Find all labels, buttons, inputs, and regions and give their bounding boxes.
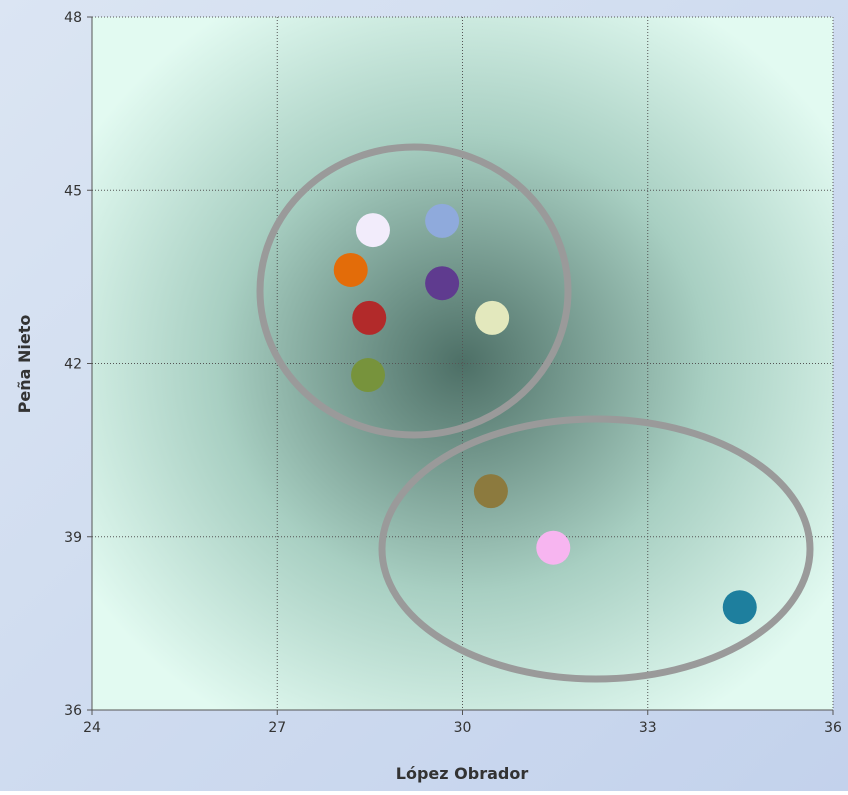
x-tick-label: 30 — [454, 720, 472, 736]
point — [351, 358, 386, 393]
annotation-ellipse — [256, 143, 572, 439]
y-axis-label: Peña Nieto — [15, 315, 34, 414]
y-tick-label: 36 — [64, 703, 82, 719]
y-tick-label: 45 — [64, 183, 82, 199]
y-tick-label: 39 — [64, 530, 82, 546]
point — [722, 590, 757, 625]
point — [425, 266, 460, 301]
x-tick-label: 36 — [824, 720, 842, 736]
point — [473, 474, 508, 509]
x-tick-label: 24 — [83, 720, 101, 736]
x-tick-label: 33 — [639, 720, 657, 736]
point — [475, 300, 510, 335]
point — [333, 252, 368, 287]
point — [352, 300, 387, 335]
x-tick-label: 27 — [268, 720, 286, 736]
point — [425, 203, 460, 238]
y-tick-label: 48 — [64, 10, 82, 26]
x-axis-label: López Obrador — [396, 764, 529, 783]
point — [536, 530, 571, 565]
y-tick-label: 42 — [64, 357, 82, 373]
point — [355, 213, 390, 248]
annotation-ellipse — [378, 415, 814, 683]
